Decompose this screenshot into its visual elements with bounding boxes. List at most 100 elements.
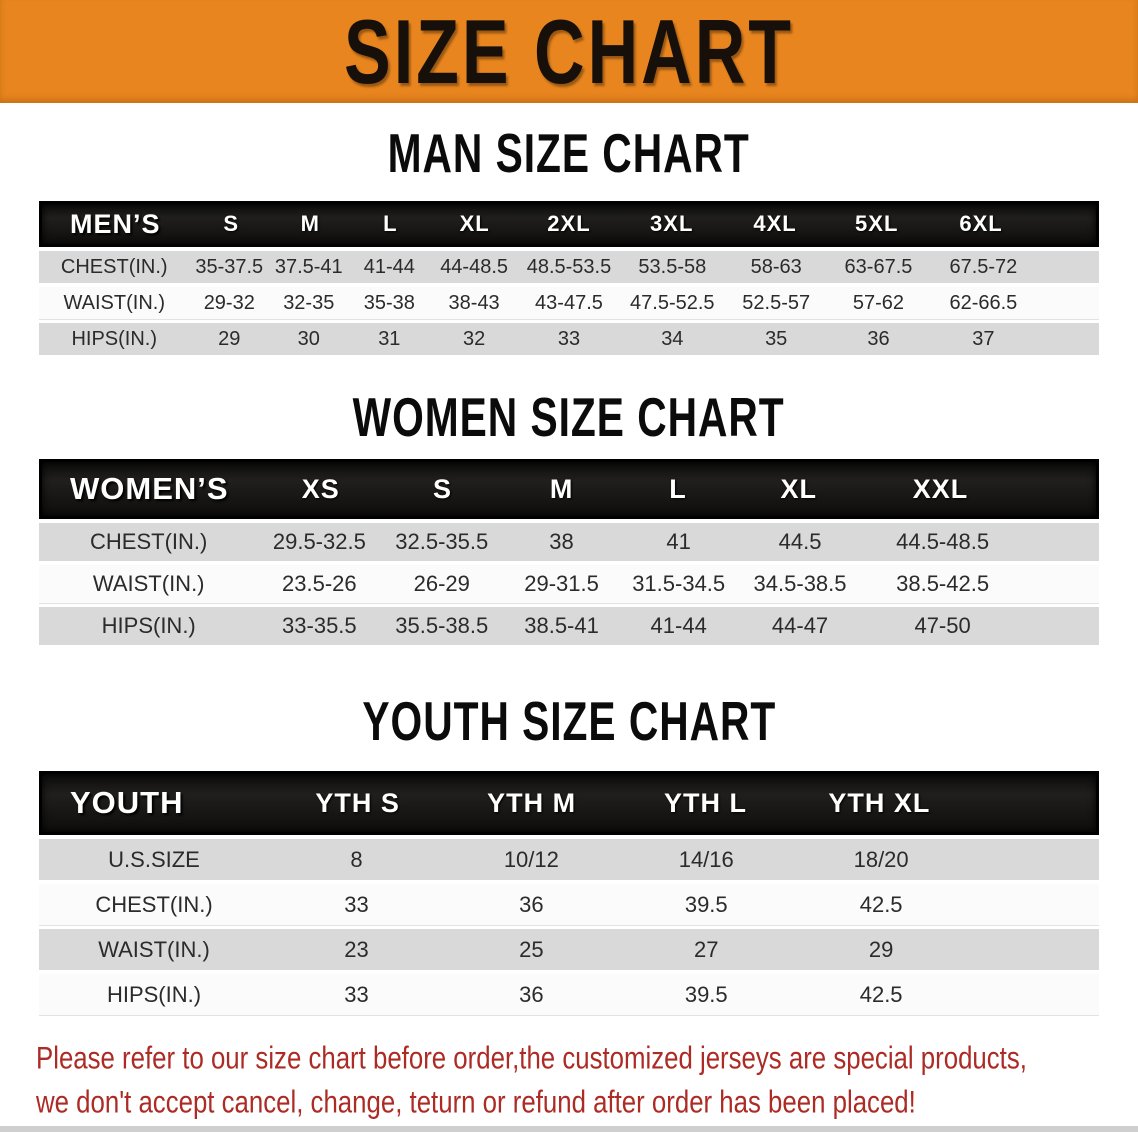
- section-heading: WOMEN SIZE CHART: [353, 386, 785, 448]
- size-column-header: YTH L: [663, 787, 747, 818]
- size-value: 57-62: [852, 291, 905, 314]
- size-column-header: 2XL: [547, 211, 591, 236]
- size-value: 44-48.5: [440, 255, 509, 278]
- table-header-bar: WOMEN’S XS S M L XL XXL: [39, 459, 1099, 519]
- size-value: 31: [378, 327, 401, 350]
- size-value: 33: [557, 327, 581, 350]
- size-column-header: XS: [301, 473, 340, 504]
- disclaimer-line-1: Please refer to our size chart before or…: [36, 1041, 1027, 1076]
- size-value: 10/12: [503, 846, 559, 872]
- size-value: 36: [519, 981, 544, 1007]
- size-value: 41-44: [650, 613, 707, 638]
- section-youth-size: YOUTH SIZE CHART YOUTH YTH S YTH M YTH L YTH …: [0, 690, 1138, 1015]
- row-label: CHEST(IN.): [60, 255, 168, 278]
- size-column-header: S: [432, 473, 452, 504]
- size-column-header: XL: [780, 473, 817, 504]
- size-value: 35-37.5: [195, 255, 264, 278]
- size-value: 35-38: [363, 291, 415, 314]
- page-title: SIZE CHART: [344, 0, 794, 103]
- size-value: 29.5-32.5: [272, 529, 366, 554]
- size-value: 34.5-38.5: [753, 571, 847, 596]
- size-value: 44-47: [771, 613, 829, 638]
- size-value: 34: [661, 327, 684, 350]
- size-column-header: YTH M: [487, 787, 577, 818]
- size-column-header: YTH XL: [828, 787, 931, 818]
- row-label: WAIST(IN.): [98, 936, 210, 962]
- size-value: 41-44: [363, 255, 415, 278]
- womens-size-table: WOMEN’S XS S M L XL XXL CHEST(IN.) 29.5-32.5 32.5…: [39, 459, 1099, 645]
- size-value: 47.5-52.5: [630, 291, 715, 314]
- size-column-header: L: [669, 473, 687, 504]
- size-value: 53.5-58: [638, 255, 707, 278]
- table-row: U.S.SIZE 8 10/12 14/16 18/20: [39, 839, 1099, 880]
- table-header-bar: YOUTH YTH S YTH M YTH L YTH XL: [39, 771, 1099, 835]
- row-label: HIPS(IN.): [106, 981, 202, 1007]
- size-value: 27: [694, 936, 719, 962]
- section-womens-size: WOMEN SIZE CHART WOMEN’S XS S M L XL XXL CHEST(I…: [0, 386, 1138, 645]
- size-value: 37: [972, 327, 995, 350]
- size-column-header: S: [223, 211, 240, 236]
- row-label: WAIST(IN.): [63, 291, 165, 314]
- size-value: 32: [462, 327, 486, 350]
- size-column-header: 6XL: [959, 211, 1003, 236]
- table-row: WAIST(IN.) 23 25 27 29: [39, 929, 1099, 970]
- size-value: 29-31.5: [524, 571, 599, 596]
- size-value: 63-67.5: [844, 255, 913, 278]
- size-value: 39.5: [684, 981, 728, 1007]
- size-value: 38.5-42.5: [896, 571, 990, 596]
- size-value: 29-32: [203, 291, 255, 314]
- section-heading: MAN SIZE CHART: [387, 122, 751, 184]
- table-row: WAIST(IN.) 29-32 32-35 35-38 38-43 43-47.5 47.…: [39, 287, 1099, 319]
- table-row: CHEST(IN.) 29.5-32.5 32.5-35.5 38 41 44.5 44.5…: [39, 523, 1099, 561]
- size-value: 67.5-72: [949, 255, 1018, 278]
- size-column-header: M: [300, 211, 320, 236]
- size-value: 47-50: [914, 613, 971, 638]
- table-row: HIPS(IN.) 29 30 31 32 33 34 35 36 37: [39, 323, 1099, 355]
- size-value: 38-43: [448, 291, 500, 314]
- size-value: 25: [519, 936, 544, 962]
- table-header-label: YOUTH: [70, 785, 184, 820]
- size-value: 36: [519, 891, 544, 917]
- section-heading: YOUTH SIZE CHART: [362, 690, 776, 752]
- row-label: CHEST(IN.): [90, 529, 208, 554]
- size-value: 38: [549, 529, 574, 554]
- size-value: 44.5: [778, 529, 822, 554]
- table-row: WAIST(IN.) 23.5-26 26-29 29-31.5 31.5-34.5 34…: [39, 565, 1099, 603]
- size-value: 18/20: [853, 846, 909, 872]
- size-value: 39.5: [684, 891, 728, 917]
- disclaimer: Please refer to our size chart before or…: [36, 1037, 1138, 1125]
- size-value: 30: [297, 327, 320, 350]
- size-value: 32.5-35.5: [395, 529, 489, 554]
- size-value: 43-47.5: [535, 291, 603, 314]
- size-value: 14/16: [678, 846, 734, 872]
- size-value: 23.5-26: [282, 571, 357, 596]
- size-column-header: YTH S: [315, 787, 400, 818]
- size-chart-sections: MAN SIZE CHART MEN’S S M L XL 2XL 3XL 4XL 5XL 6XL C…: [0, 122, 1138, 1015]
- section-mens-size: MAN SIZE CHART MEN’S S M L XL 2XL 3XL 4XL 5XL 6XL C…: [0, 122, 1138, 355]
- row-label: U.S.SIZE: [108, 846, 200, 872]
- size-value: 26-29: [413, 571, 470, 596]
- table-row: CHEST(IN.) 35-37.5 37.5-41 41-44 44-48.5 48.5…: [39, 251, 1099, 283]
- size-value: 33: [344, 891, 369, 917]
- banner: SIZE CHART: [0, 0, 1138, 103]
- size-value: 33-35.5: [282, 613, 357, 638]
- size-column-header: XL: [459, 211, 490, 236]
- size-value: 62-66.5: [949, 291, 1018, 314]
- size-value: 52.5-57: [742, 291, 811, 314]
- size-value: 38.5-41: [524, 613, 599, 638]
- size-value: 42.5: [859, 891, 903, 917]
- size-column-header: 4XL: [753, 211, 797, 236]
- size-value: 33: [344, 981, 369, 1007]
- table-row: CHEST(IN.) 33 36 39.5 42.5: [39, 884, 1099, 925]
- size-value: 44.5-48.5: [896, 529, 990, 554]
- row-label: CHEST(IN.): [95, 891, 213, 917]
- size-value: 23: [344, 936, 369, 962]
- size-value: 48.5-53.5: [526, 255, 612, 278]
- table-row: HIPS(IN.) 33 36 39.5 42.5: [39, 974, 1099, 1015]
- size-column-header: 3XL: [650, 211, 694, 236]
- size-value: 35: [765, 327, 788, 350]
- size-value: 29: [868, 936, 894, 962]
- row-label: HIPS(IN.): [71, 327, 158, 350]
- size-column-header: M: [549, 473, 574, 504]
- size-value: 58-63: [750, 255, 802, 278]
